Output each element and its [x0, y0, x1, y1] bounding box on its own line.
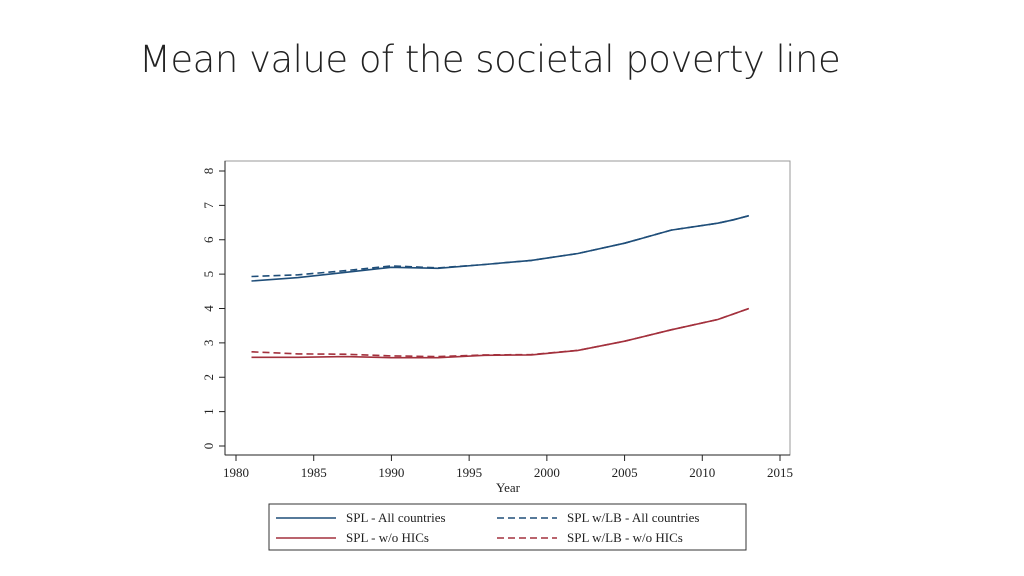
y-tick-label: 4 — [201, 305, 216, 312]
x-tick-label: 2010 — [689, 465, 715, 480]
legend-label: SPL w/LB - All countries — [567, 510, 699, 525]
y-tick-label: 2 — [201, 374, 216, 381]
legend-label: SPL - w/o HICs — [346, 530, 429, 545]
y-tick-label: 8 — [201, 168, 216, 175]
y-tick-label: 5 — [201, 271, 216, 278]
x-tick-label: 1980 — [223, 465, 249, 480]
series-line-0 — [251, 214, 750, 282]
legend-box — [268, 503, 747, 551]
series-line-1 — [251, 214, 750, 278]
x-axis-label: Year — [496, 480, 521, 495]
legend-label: SPL - All countries — [346, 510, 446, 525]
x-tick-label: 1985 — [301, 465, 327, 480]
y-tick-label: 7 — [201, 202, 216, 209]
series-line-2 — [251, 307, 750, 359]
x-tick-label: 2000 — [534, 465, 560, 480]
y-tick-label: 6 — [201, 236, 216, 243]
page-title: Mean value of the societal poverty line — [139, 38, 841, 81]
legend-label: SPL w/LB - w/o HICs — [567, 530, 683, 545]
x-tick-label: 2015 — [767, 465, 793, 480]
y-tick-label: 3 — [201, 340, 216, 347]
y-tick-label: 0 — [201, 443, 216, 450]
x-tick-label: 1995 — [456, 465, 482, 480]
series-line-3 — [251, 307, 750, 358]
x-tick-label: 1990 — [378, 465, 404, 480]
x-tick-label: 2005 — [612, 465, 638, 480]
plot-frame — [224, 160, 791, 456]
y-tick-label: 1 — [201, 408, 216, 415]
